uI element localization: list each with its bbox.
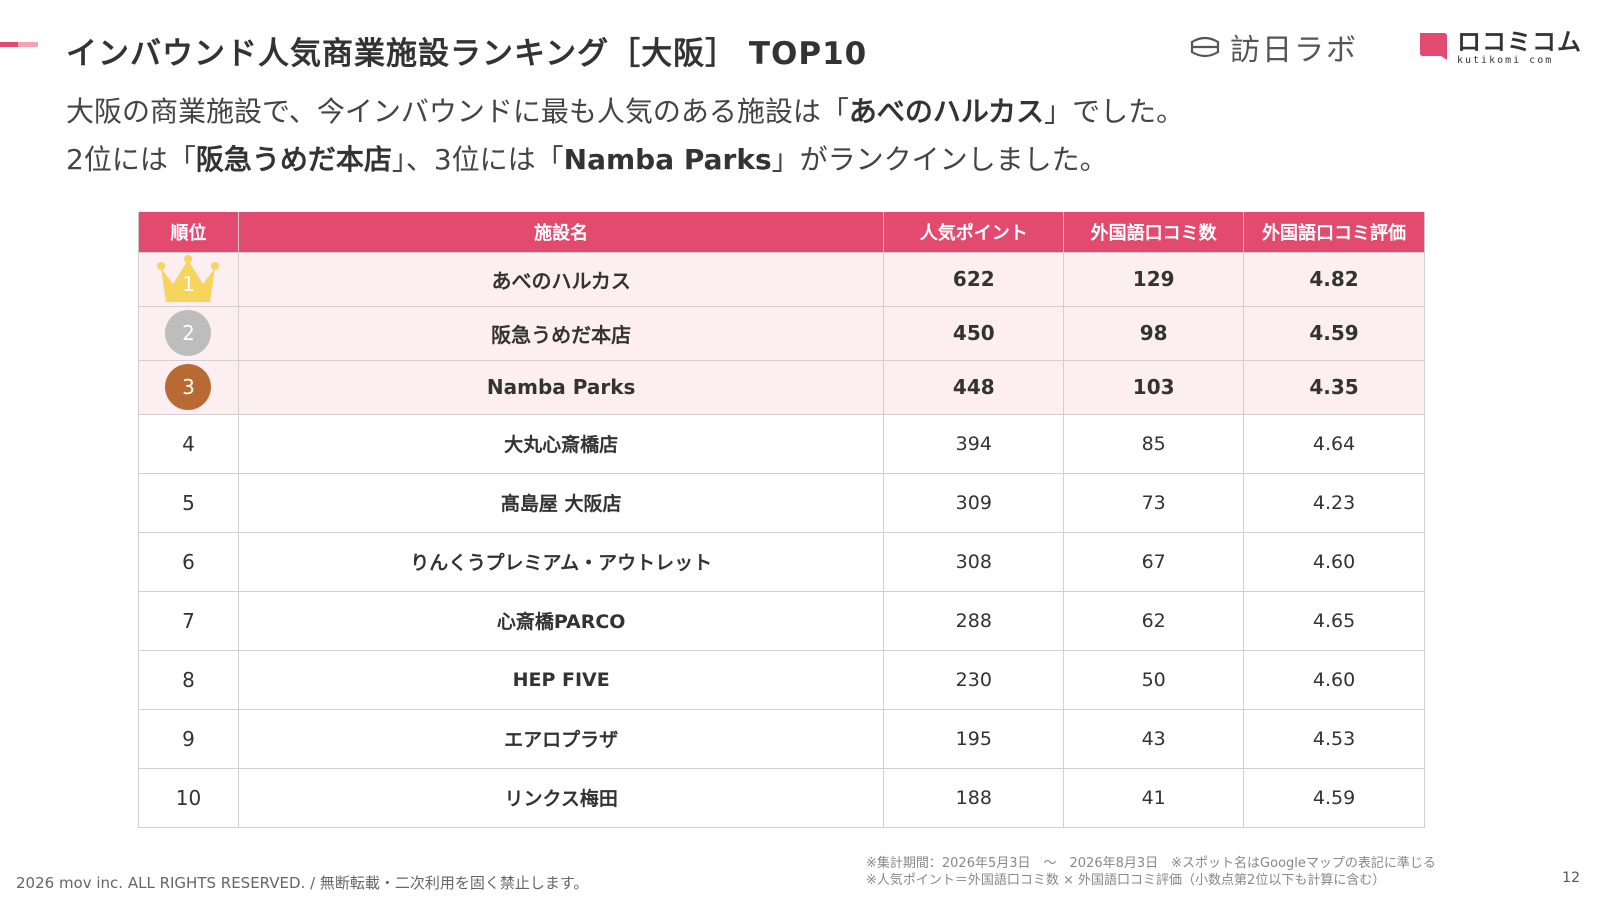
review-count: 129 <box>1063 251 1245 307</box>
facility-name: 髙島屋 大阪店 <box>237 472 885 533</box>
review-rating: 4.35 <box>1243 359 1425 415</box>
table-row: 1 あべのハルカス 622 129 4.82 <box>138 251 1425 307</box>
copyright-notice: 2026 mov inc. ALL RIGHTS RESERVED. / 無断転… <box>16 874 589 892</box>
review-rating: 4.59 <box>1243 305 1425 361</box>
page-title: インバウンド人気商業施設ランキング［大阪］ TOP10 <box>66 36 868 72</box>
review-count: 73 <box>1063 472 1245 533</box>
table-row: 9 エアロプラザ 195 43 4.53 <box>138 708 1425 769</box>
popularity-points: 195 <box>883 708 1065 769</box>
review-count: 41 <box>1063 767 1245 828</box>
kutikomi-logo: ロコミコム kutikomi com <box>1417 28 1582 68</box>
review-count: 98 <box>1063 305 1245 361</box>
facility-name: HEP FIVE <box>237 649 885 710</box>
popularity-points: 288 <box>883 590 1065 651</box>
kutikomi-logo-subtext: kutikomi com <box>1457 55 1554 66</box>
table-row: 7 心斎橋PARCO 288 62 4.65 <box>138 590 1425 651</box>
table-row: 8 HEP FIVE 230 50 4.60 <box>138 649 1425 710</box>
popularity-points: 394 <box>883 413 1065 474</box>
header-review-rating: 外国語口コミ評価 <box>1243 212 1425 252</box>
review-rating: 4.23 <box>1243 472 1425 533</box>
rank-cell: 2 <box>138 305 239 361</box>
table-row: 2 阪急うめだ本店 450 98 4.59 <box>138 305 1425 361</box>
table-row: 10 リンクス梅田 188 41 4.59 <box>138 767 1425 828</box>
rank-number: 1 <box>182 272 195 296</box>
rank-cell: 1 <box>138 251 239 307</box>
facility-name: Namba Parks <box>237 359 885 415</box>
rank-number: 9 <box>138 708 239 769</box>
review-count: 85 <box>1063 413 1245 474</box>
review-rating: 4.53 <box>1243 708 1425 769</box>
ranking-table: 順位 施設名 人気ポイント 外国語口コミ数 外国語口コミ評価 1 あべのハルカス… <box>138 212 1425 828</box>
popularity-points: 308 <box>883 531 1065 592</box>
popularity-points: 448 <box>883 359 1065 415</box>
facility-name: リンクス梅田 <box>237 767 885 828</box>
footnote-period: ※集計期間：2026年5月3日 ～ 2026年8月3日 ※スポット名はGoogl… <box>866 856 1436 871</box>
header-review-count: 外国語口コミ数 <box>1063 212 1245 252</box>
rank-number: 6 <box>138 531 239 592</box>
facility-name: 大丸心斎橋店 <box>237 413 885 474</box>
silver-medal-icon: 2 <box>165 310 212 356</box>
kutikomi-logo-text: ロコミコム <box>1457 28 1582 56</box>
lead-text-segment: 2位には「 <box>66 143 196 176</box>
review-rating: 4.82 <box>1243 251 1425 307</box>
lead-text-segment: 」がランクインしました。 <box>771 143 1108 176</box>
lead-highlight-top3: Namba Parks <box>563 143 772 176</box>
facility-name: あべのハルカス <box>237 251 885 307</box>
review-rating: 4.59 <box>1243 767 1425 828</box>
table-row: 6 りんくうプレミアム・アウトレット 308 67 4.60 <box>138 531 1425 592</box>
rank-number: 4 <box>138 413 239 474</box>
review-count: 62 <box>1063 590 1245 651</box>
table-row: 3 Namba Parks 448 103 4.35 <box>138 359 1425 415</box>
facility-name: 心斎橋PARCO <box>237 590 885 651</box>
lead-highlight-top2: 阪急うめだ本店 <box>195 143 392 176</box>
facility-name: りんくうプレミアム・アウトレット <box>237 531 885 592</box>
header-facility-name: 施設名 <box>237 212 885 252</box>
review-count: 67 <box>1063 531 1245 592</box>
lead-text-segment: 」、3位には「 <box>391 143 564 176</box>
lead-highlight-top1: あべのハルカス <box>848 95 1045 128</box>
rank-number: 10 <box>138 767 239 828</box>
table-header-row: 順位 施設名 人気ポイント 外国語口コミ数 外国語口コミ評価 <box>138 212 1425 252</box>
popularity-points: 309 <box>883 472 1065 533</box>
popularity-points: 188 <box>883 767 1065 828</box>
review-count: 103 <box>1063 359 1245 415</box>
table-row: 4 大丸心斎橋店 394 85 4.64 <box>138 413 1425 474</box>
accent-bar-light <box>18 42 38 47</box>
houni-labo-logo-text: 訪日ラボ <box>1230 33 1358 68</box>
lantern-icon <box>1190 36 1220 58</box>
lead-text: 大阪の商業施設で、今インバウンドに最も人気のある施設は「あべのハルカス」でした。… <box>66 88 1184 184</box>
bronze-medal-icon: 3 <box>165 364 212 410</box>
page-number: 12 <box>1562 870 1580 886</box>
crown-icon: 1 <box>155 254 221 304</box>
rank-number: 5 <box>138 472 239 533</box>
footnotes: ※集計期間：2026年5月3日 ～ 2026年8月3日 ※スポット名はGoogl… <box>866 855 1436 889</box>
lead-line-2: 2位には「阪急うめだ本店」、3位には「Namba Parks」がランクインしまし… <box>66 136 1184 184</box>
facility-name: 阪急うめだ本店 <box>237 305 885 361</box>
rank-number: 7 <box>138 590 239 651</box>
rank-cell: 3 <box>138 359 239 415</box>
rank-number: 8 <box>138 649 239 710</box>
lead-text-segment: 」でした。 <box>1044 95 1185 128</box>
table-row: 5 髙島屋 大阪店 309 73 4.23 <box>138 472 1425 533</box>
footnote-formula: ※人気ポイント＝外国語口コミ数 × 外国語口コミ評価（小数点第2位以下も計算に含… <box>866 873 1386 888</box>
header-rank: 順位 <box>138 212 239 252</box>
popularity-points: 450 <box>883 305 1065 361</box>
lead-line-1: 大阪の商業施設で、今インバウンドに最も人気のある施設は「あべのハルカス」でした。 <box>66 88 1184 136</box>
review-count: 43 <box>1063 708 1245 769</box>
review-count: 50 <box>1063 649 1245 710</box>
facility-name: エアロプラザ <box>237 708 885 769</box>
review-rating: 4.65 <box>1243 590 1425 651</box>
speech-bubble-icon <box>1420 33 1447 60</box>
review-rating: 4.64 <box>1243 413 1425 474</box>
lead-text-segment: 大阪の商業施設で、今インバウンドに最も人気のある施設は「 <box>66 95 849 128</box>
popularity-points: 622 <box>883 251 1065 307</box>
review-rating: 4.60 <box>1243 649 1425 710</box>
review-rating: 4.60 <box>1243 531 1425 592</box>
accent-bar-dark <box>0 42 18 47</box>
popularity-points: 230 <box>883 649 1065 710</box>
houni-labo-logo: 訪日ラボ <box>1188 28 1358 68</box>
header-popularity-points: 人気ポイント <box>883 212 1065 252</box>
